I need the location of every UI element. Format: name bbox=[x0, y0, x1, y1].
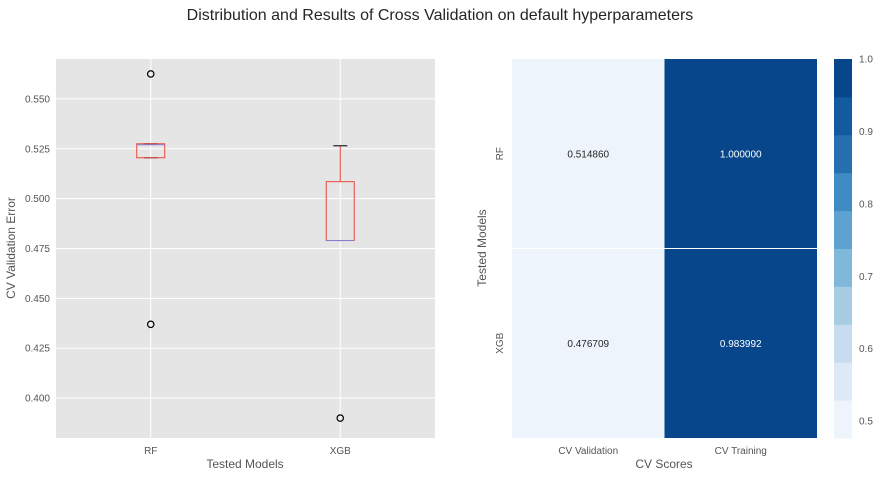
colorbar-band bbox=[834, 210, 852, 249]
heatmap-x-tick-label: CV Validation bbox=[558, 446, 618, 457]
y-tick-label: 0.450 bbox=[25, 294, 50, 305]
colorbar-tick-label: 0.5 bbox=[859, 417, 873, 428]
colorbar-tick-label: 0.7 bbox=[859, 272, 873, 283]
colorbar-band bbox=[834, 134, 852, 174]
heatmap-cell-value: 0.983992 bbox=[720, 339, 762, 350]
y-tick-label: 0.475 bbox=[25, 244, 50, 255]
boxplot-panel: 0.400 0.425 0.450 0.475 0.500 0.525 0.550 RF XG… bbox=[4, 59, 435, 471]
colorbar-tick-label: 0.8 bbox=[859, 199, 873, 210]
colorbar-band bbox=[834, 96, 852, 136]
colorbar-band bbox=[834, 59, 852, 98]
colorbar: 0.5 0.6 0.7 0.8 0.9 1.0 bbox=[834, 55, 873, 439]
colorbar-tick-label: 0.6 bbox=[859, 344, 873, 355]
y-tick-label: 0.550 bbox=[25, 94, 50, 105]
box-iqr bbox=[136, 143, 166, 159]
heatmap-y-tick-label: XGB bbox=[495, 332, 506, 353]
heatmap-x-tick-label: CV Training bbox=[715, 446, 767, 457]
outlier-point bbox=[146, 70, 155, 78]
box-rf bbox=[136, 70, 166, 329]
boxplot-gridlines bbox=[56, 59, 435, 438]
boxplot-marks bbox=[136, 70, 355, 422]
y-tick-label: 0.500 bbox=[25, 194, 50, 205]
y-tick-label: 0.525 bbox=[25, 144, 50, 155]
boxplot-x-ticks: RF XGB bbox=[144, 446, 351, 457]
heatmap-cell-value: 0.476709 bbox=[567, 339, 609, 350]
colorbar-band bbox=[834, 362, 852, 401]
colorbar-band bbox=[834, 400, 852, 439]
boxplot-y-ticks: 0.400 0.425 0.450 0.475 0.500 0.525 0.550 bbox=[25, 94, 50, 404]
heatmap-x-axis-label: CV Scores bbox=[635, 457, 692, 471]
figure-title: Distribution and Results of Cross Valida… bbox=[187, 7, 694, 24]
y-tick-label: 0.425 bbox=[25, 344, 50, 355]
colorbar-tick-label: 1.0 bbox=[859, 55, 873, 66]
boxplot-x-axis-label: Tested Models bbox=[206, 457, 283, 471]
heatmap-cell-value: 1.000000 bbox=[720, 149, 762, 160]
outlier-point bbox=[146, 320, 155, 329]
heatmap-cell bbox=[512, 248, 665, 438]
heatmap-cell-value: 0.514860 bbox=[567, 149, 609, 160]
colorbar-band bbox=[834, 286, 852, 325]
heatmap-y-tick-label: RF bbox=[495, 147, 506, 160]
x-tick-label: RF bbox=[144, 446, 157, 457]
boxplot-y-axis-label: CV Validation Error bbox=[4, 197, 18, 299]
x-tick-label: XGB bbox=[330, 446, 351, 457]
heatmap-cell bbox=[664, 248, 817, 438]
y-tick-label: 0.400 bbox=[25, 394, 50, 405]
box-xgb bbox=[325, 145, 355, 422]
colorbar-band bbox=[834, 324, 852, 363]
colorbar-tick-label: 0.9 bbox=[859, 127, 873, 138]
heatmap-y-axis-label: Tested Models bbox=[475, 209, 489, 286]
outlier-point bbox=[336, 414, 345, 422]
heatmap-tick-labels: CV Validation CV Training RF XGB bbox=[495, 147, 767, 457]
heatmap-cell bbox=[664, 59, 817, 249]
heatmap-cell bbox=[512, 59, 665, 249]
heatmap-cells: 0.514860 1.000000 0.476709 0.983992 bbox=[512, 59, 817, 438]
heatmap-panel: 0.514860 1.000000 0.476709 0.983992 CV Vali… bbox=[475, 55, 873, 472]
colorbar-band bbox=[834, 248, 852, 287]
colorbar-band bbox=[834, 172, 852, 212]
